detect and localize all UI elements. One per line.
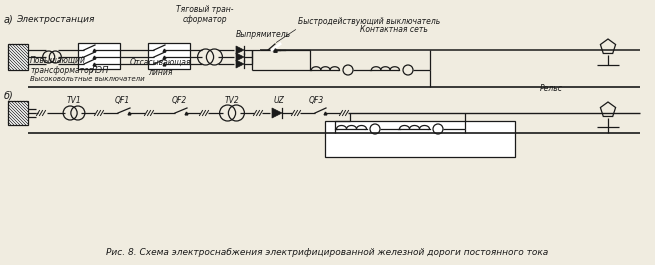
Text: Рис. 8. Схема электроснабжения электрифицированной железной дороги постоянного т: Рис. 8. Схема электроснабжения электрифи… (106, 248, 548, 257)
Text: Повышающий
трансформатор: Повышающий трансформатор (30, 56, 94, 75)
Text: Быстродействующий выключатель: Быстродействующий выключатель (298, 17, 440, 26)
Text: TV1: TV1 (67, 96, 81, 105)
Text: QF3: QF3 (309, 96, 324, 105)
Bar (325, 121, 515, 157)
Text: Высоковольтные выключатели: Высоковольтные выключатели (30, 76, 145, 82)
Text: Контактная сеть: Контактная сеть (360, 25, 428, 34)
Text: Тяговый тран-
сформатор: Тяговый тран- сформатор (176, 5, 234, 24)
Bar (78, 43, 120, 69)
Polygon shape (236, 46, 244, 54)
Polygon shape (236, 53, 244, 61)
Text: UZ: UZ (274, 96, 284, 105)
Text: ЛЭП: ЛЭП (90, 66, 108, 75)
Text: QF2: QF2 (172, 96, 187, 105)
Text: Выпрямитель: Выпрямитель (236, 30, 291, 39)
Bar (8, 101, 28, 125)
Text: а): а) (4, 14, 14, 24)
Polygon shape (272, 108, 282, 118)
Text: QF1: QF1 (115, 96, 130, 105)
Text: TV2: TV2 (225, 96, 239, 105)
Polygon shape (236, 60, 244, 68)
Bar (148, 43, 190, 69)
Text: Рельс: Рельс (540, 84, 563, 93)
Text: Электростанция: Электростанция (16, 15, 94, 24)
Bar (8, 44, 28, 70)
Text: б): б) (4, 91, 14, 101)
Text: Отсасывающая
линия: Отсасывающая линия (129, 58, 191, 77)
